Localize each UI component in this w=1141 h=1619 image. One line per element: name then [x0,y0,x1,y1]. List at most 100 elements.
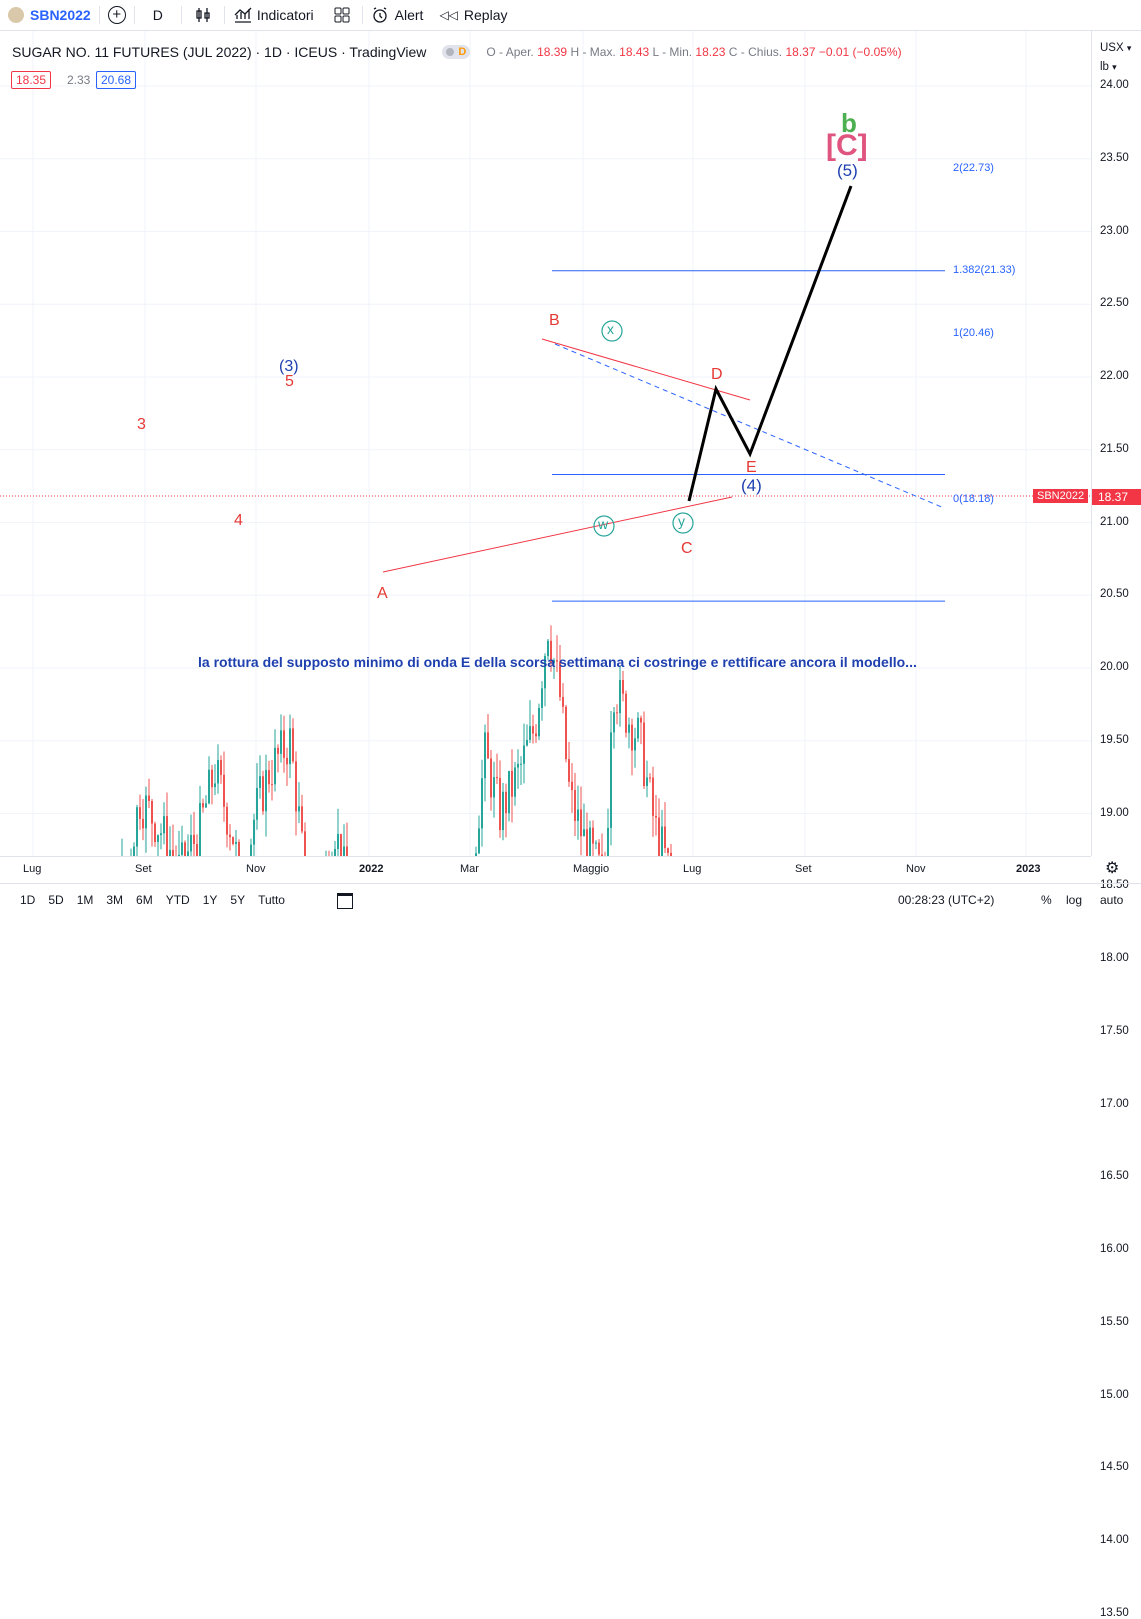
candle-body [178,854,180,856]
candle-body [586,829,588,856]
chart-type-button[interactable] [182,0,224,30]
wave-label-4-paren: (4) [741,476,762,495]
candle-body [547,640,549,657]
candle-body [634,738,636,751]
price-chart[interactable] [0,31,1091,856]
layouts-button[interactable] [322,0,362,30]
open-value: 18.39 [537,45,568,59]
candle-body [274,747,276,785]
auto-toggle[interactable]: auto [1100,893,1124,907]
bottom-bar: 1D 5D 1M 3M 6M YTD 1Y 5Y Tutto 00:28:23 (UTC+2) … [0,883,1141,909]
currency-label[interactable]: USX ▾ [1100,42,1131,54]
range-button[interactable]: 5D [48,893,64,907]
wave-x-circle [601,320,623,342]
candle-body [637,717,639,739]
candle-body [238,841,240,856]
candle-body [508,770,510,814]
range-button[interactable]: Tutto [258,893,285,907]
candle-body [136,807,138,847]
toolbar-divider [133,6,135,24]
candle-body [664,826,666,849]
candle-body [541,688,543,708]
price-axis[interactable]: USX ▾ lb ▾ 24.00 23.50 23.00 22.50 22.00 21.5… [1091,31,1141,1619]
time-tick-label: Nov [246,863,266,875]
candle-body [133,846,135,856]
unit-label[interactable]: lb ▾ [1100,61,1117,73]
price-tick-label: 16.50 [1100,1170,1129,1183]
candle-body [220,760,222,775]
candle-body [184,842,186,856]
clock-label[interactable]: 00:28:23 (UTC+2) [898,893,995,907]
alert-button[interactable]: Alert [363,0,432,30]
ask-price[interactable]: 20.68 [96,71,137,89]
range-button[interactable]: 1M [76,893,94,907]
bid-price[interactable]: 18.35 [11,71,52,89]
candle-body [661,826,663,856]
interval-button[interactable]: D [135,0,181,30]
time-axis[interactable]: Lug Set Nov 2022 Mar Maggio Lug Set Nov 2023 [0,856,1091,883]
settings-button[interactable]: ⚙ [1105,858,1125,880]
candle-body [199,803,201,856]
candle-body [502,791,504,831]
wave-label-C-bracket: [C] [826,129,868,162]
range-button[interactable]: 1Y [202,893,218,907]
candle-body [658,817,660,856]
close-value: 18.37 [785,45,816,59]
candle-body [259,776,261,788]
price-tick-label: 20.00 [1100,661,1129,673]
log-toggle[interactable]: log [1066,893,1083,907]
candle-body [304,831,306,856]
candle-body [667,848,669,853]
compare-button[interactable]: + [100,0,134,30]
replay-button[interactable]: ◁◁ Replay [431,0,515,30]
price-tick-label: 15.50 [1100,1315,1129,1328]
candle-body [535,733,537,737]
candle-body [496,777,498,779]
wave-label-x: x [607,321,614,337]
candle-body [301,806,303,832]
range-button[interactable]: 6M [136,893,153,907]
candle-body [211,769,213,788]
fib-levels [552,270,945,602]
price-tick-label: 24.00 [1100,79,1129,91]
price-tick-label: 23.00 [1100,224,1129,237]
time-tick-label: Mar [460,863,479,875]
candle-body [655,815,657,818]
candle-body [520,763,522,765]
toolbar-divider [223,6,225,24]
time-tick-label: Set [795,863,812,875]
wave-w-circle [593,515,615,537]
candle-body [223,774,225,807]
candle-body [517,763,519,768]
candle-body [562,697,564,707]
candle-body [475,853,477,856]
price-tick-label: 22.00 [1100,370,1129,382]
candle-body [229,834,231,838]
candle-body [625,693,627,733]
dashed-trendline [554,343,945,509]
projection-path [687,185,853,502]
candle-body [610,732,612,828]
range-button[interactable]: 1D [20,893,36,907]
symbol-search-button[interactable]: SBN2022 [0,0,99,30]
candle-body [262,776,264,812]
candle-body [187,851,189,856]
wave-label-4: 4 [234,512,243,529]
percent-toggle[interactable]: % [1041,893,1052,907]
wave-label-3-paren: (3) [279,358,299,375]
range-button[interactable]: YTD [165,893,190,907]
avatar-icon [8,7,24,23]
candle-body [601,854,603,856]
toolbar-divider [98,6,100,24]
grid-lines [0,31,1091,856]
spread-value: 2.33 [67,73,91,87]
candle-body [622,680,624,694]
price-tick-label: 18.50 [1100,879,1129,892]
candle-body [643,722,645,786]
range-button[interactable]: 5Y [230,893,246,907]
chart-pane[interactable]: (3) 5 3 4 A B C D E x w y (4) (5) [C] b … [0,31,1091,856]
candle-body [256,787,258,820]
range-button[interactable]: 3M [106,893,124,907]
indicators-button[interactable]: Indicatori [225,0,322,30]
candle-body [550,640,552,664]
